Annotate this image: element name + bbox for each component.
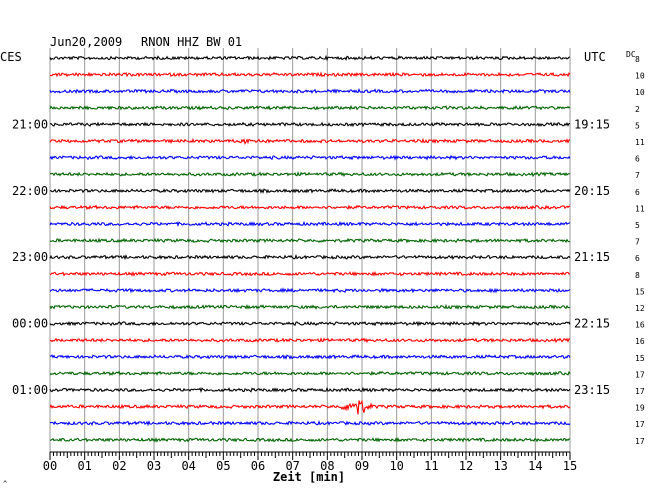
dc-offset-value: 16 (635, 337, 645, 346)
time-labels: 21:00 22:00 23:00 00:00 01:00 19:15 20:15 21:15… (12, 55, 645, 446)
trace-row-14 (49, 287, 571, 294)
dc-offset-value: 17 (635, 420, 645, 429)
chart-date: Jun20,2009 (50, 35, 122, 49)
x-tick-label: 03 (147, 459, 161, 473)
left-time-label: 21:00 (12, 117, 48, 131)
left-time-label: 00:00 (12, 317, 48, 331)
dc-offset-value: 6 (635, 254, 640, 263)
trace-row-5 (49, 137, 571, 145)
x-tick-label: 09 (355, 459, 369, 473)
dc-offset-value: 17 (635, 370, 645, 379)
dc-offset-value: 11 (635, 138, 645, 147)
trace-row-18 (49, 354, 571, 360)
trace-row-6 (49, 154, 571, 161)
trace-row-13 (49, 270, 571, 277)
dc-offset-value: 6 (635, 188, 640, 197)
dc-offset-value: 5 (635, 121, 640, 130)
dc-offset-value: 15 (635, 354, 645, 363)
dc-offset-value: 19 (635, 404, 645, 413)
dc-offset-value: 8 (635, 271, 640, 280)
x-tick-label: 07 (285, 459, 299, 473)
trace-row-4 (49, 121, 570, 128)
trace-row-2 (49, 88, 571, 95)
dc-offset-value: 11 (635, 204, 645, 213)
x-tick-label: 05 (216, 459, 230, 473)
trace-row-3 (49, 104, 571, 111)
trace-row-17 (49, 337, 571, 344)
trace-row-7 (49, 171, 570, 178)
x-axis-title: Zeit [min] (273, 470, 345, 484)
x-tick-label: 04 (181, 459, 195, 473)
trace-row-16 (49, 320, 571, 327)
dc-offset-value: 6 (635, 155, 640, 164)
trace-row-9 (49, 204, 571, 211)
left-time-label: 23:00 (12, 250, 48, 264)
trace-row-22 (49, 419, 571, 427)
right-time-label: 23:15 (574, 383, 610, 397)
trace-row-11 (49, 237, 571, 244)
right-time-label: 22:15 (574, 317, 610, 331)
right-time-label: 19:15 (574, 117, 610, 131)
x-tick-label: 15 (563, 459, 577, 473)
trace-row-8 (49, 188, 571, 194)
right-timezone-label: UTC (584, 50, 606, 64)
corner-mark: ^ (3, 480, 7, 488)
left-timezone-label: CES (0, 50, 22, 64)
x-tick-label: 02 (112, 459, 126, 473)
dc-offset-value: 12 (635, 304, 645, 313)
chart-station: RNON HHZ BW 01 (141, 35, 242, 49)
x-tick-label: 14 (528, 459, 542, 473)
x-tick-label: 11 (424, 459, 438, 473)
x-tick-label: 12 (459, 459, 473, 473)
x-tick-label: 08 (320, 459, 334, 473)
x-axis: 00 01 02 03 04 05 06 07 08 09 10 11 12 13 14 15 (43, 451, 577, 473)
left-time-label: 01:00 (12, 383, 48, 397)
trace-row-1 (49, 71, 571, 78)
trace-row-10 (49, 220, 571, 228)
dc-offset-value: 5 (635, 221, 640, 230)
dc-offset-value: 10 (635, 88, 645, 97)
dc-label: DC (626, 50, 636, 59)
trace-row-20 (49, 386, 571, 394)
dc-offset-value: 17 (635, 437, 645, 446)
trace-row-12 (49, 253, 571, 261)
dc-offset-value: 7 (635, 238, 640, 247)
right-time-label: 20:15 (574, 184, 610, 198)
x-tick-label: 13 (493, 459, 507, 473)
seismic-traces (49, 54, 571, 443)
dc-offset-value: 10 (635, 72, 645, 81)
minute-gridlines (49, 48, 571, 452)
dc-offset-value: 15 (635, 287, 645, 296)
dc-offset-value: 16 (635, 321, 645, 330)
x-tick-label: 01 (77, 459, 91, 473)
right-time-label: 21:15 (574, 250, 610, 264)
x-tick-label: 10 (389, 459, 403, 473)
dc-offset-value: 17 (635, 387, 645, 396)
x-tick-label: 00 (43, 459, 57, 473)
dc-offset-value: 7 (635, 171, 640, 180)
trace-row-23 (49, 436, 571, 443)
left-time-label: 22:00 (12, 184, 48, 198)
trace-row-19 (49, 370, 571, 377)
dc-offset-value: 2 (635, 105, 640, 114)
trace-row-21 (49, 399, 571, 415)
x-tick-label: 06 (251, 459, 265, 473)
trace-row-15 (49, 303, 571, 310)
trace-row-0 (49, 54, 571, 62)
dc-offset-value: 8 (635, 55, 640, 64)
